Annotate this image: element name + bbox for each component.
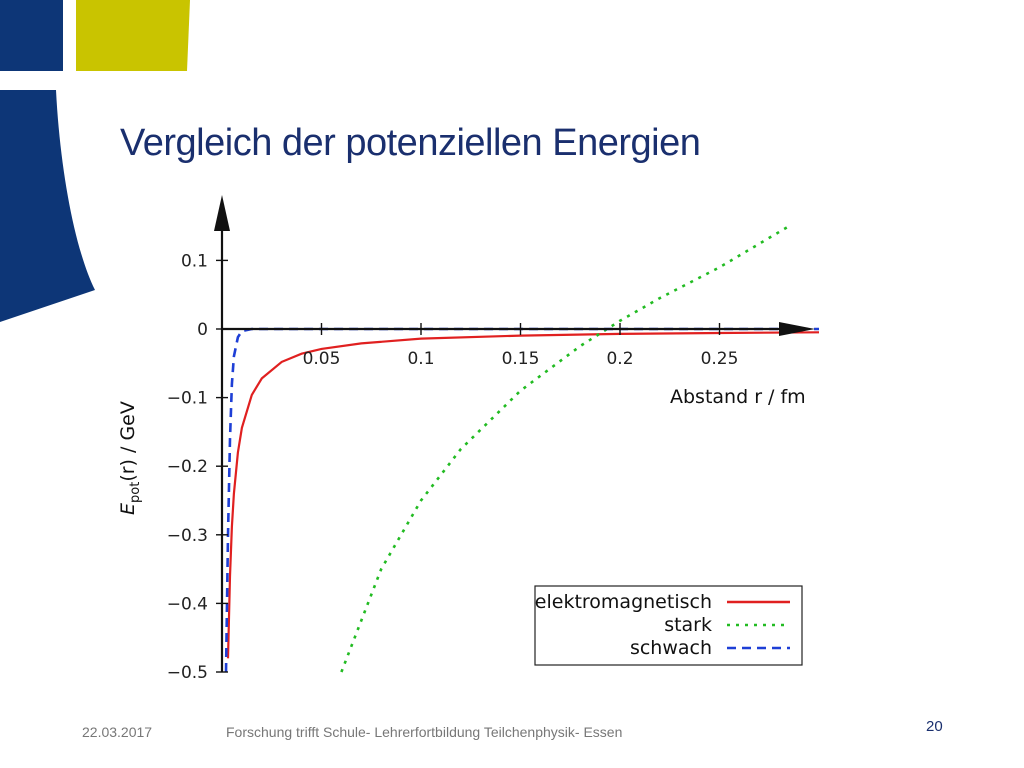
footer-text: Forschung trifft Schule- Lehrerfortbildu… — [226, 724, 623, 740]
y-axis-label-main: E — [117, 503, 139, 515]
legend-box — [534, 585, 803, 666]
slide-title: Vergleich der potenziellen Energien — [120, 122, 701, 164]
y-tick-label: −0.3 — [167, 526, 208, 546]
y-axis-label-rest: (r) / GeV — [117, 401, 139, 482]
x-axis-arrow — [779, 322, 815, 336]
navy-side-wave — [0, 90, 95, 322]
page-number: 20 — [926, 718, 943, 735]
chart-curves — [224, 224, 820, 673]
y-tick-label: −0.4 — [167, 594, 208, 614]
footer-date: 22.03.2017 — [82, 724, 153, 740]
y-tick-label: −0.1 — [167, 389, 208, 409]
y-tick-label: −0.2 — [167, 457, 208, 477]
legend-label-schwach: schwach — [630, 637, 712, 659]
chart-ticks: 0.05 0.1 0.15 0.2 0.25 0.1 0 −0.1 −0.2 −0.3 −0.4 −0… — [167, 251, 739, 683]
olive-corner-block — [76, 0, 190, 71]
x-axis-label: Abstand r / fm — [670, 386, 806, 408]
slide-decoration — [0, 0, 190, 322]
y-axis-arrow — [214, 195, 230, 231]
chart-axes — [214, 195, 815, 672]
y-tick-label: 0.1 — [181, 251, 208, 271]
x-tick-label: 0.15 — [502, 349, 540, 369]
legend-label-elektromagnetisch: elektromagnetisch — [535, 591, 712, 613]
x-tick-label: 0.05 — [303, 349, 341, 369]
x-tick-label: 0.2 — [606, 349, 633, 369]
x-tick-label: 0.25 — [701, 349, 739, 369]
series-line-schwach — [224, 327, 819, 673]
y-axis-label-sub: pot — [128, 482, 143, 503]
y-axis-label: Epot(r) / GeV — [117, 401, 143, 515]
legend-label-stark: stark — [664, 614, 712, 636]
navy-corner-block — [0, 0, 63, 71]
series-line-elektromagnetisch — [226, 331, 820, 659]
x-tick-label: 0.1 — [407, 349, 434, 369]
y-tick-label: −0.5 — [167, 663, 208, 683]
y-tick-label: 0 — [197, 320, 208, 340]
